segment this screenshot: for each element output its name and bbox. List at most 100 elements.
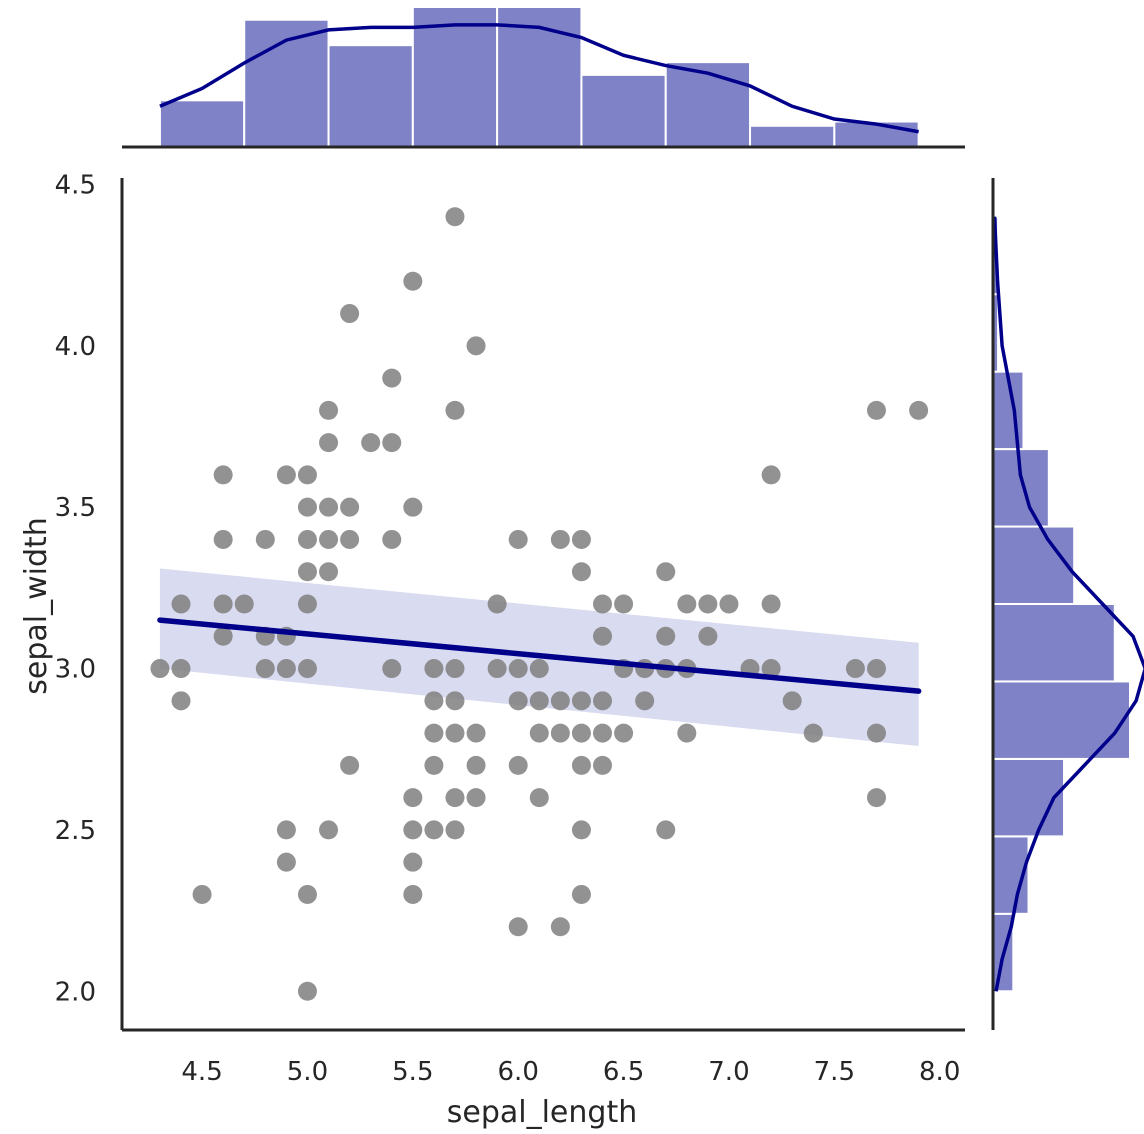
scatter-point — [677, 723, 697, 743]
scatter-point — [340, 304, 360, 324]
scatter-point — [424, 820, 444, 840]
scatter-point — [403, 884, 423, 904]
scatter-point — [171, 691, 191, 711]
scatter-point — [466, 755, 486, 775]
regression-line — [157, 617, 922, 694]
scatter-point — [297, 659, 317, 679]
scatter-point — [319, 433, 339, 453]
scatter-point — [171, 594, 191, 614]
scatter-point — [866, 659, 886, 679]
scatter-point — [571, 562, 591, 582]
scatter-point — [571, 884, 591, 904]
main-scatter-plot — [150, 207, 929, 1001]
scatter-point — [403, 852, 423, 872]
scatter-point — [614, 594, 634, 614]
scatter-point — [445, 788, 465, 808]
scatter-point — [297, 884, 317, 904]
x-tick-label: 6.0 — [498, 1057, 539, 1087]
scatter-point — [382, 659, 402, 679]
scatter-point — [593, 691, 613, 711]
scatter-point — [550, 529, 570, 549]
scatter-point — [508, 917, 528, 937]
scatter-point — [340, 497, 360, 517]
scatter-point — [192, 884, 212, 904]
scatter-point — [909, 400, 929, 420]
scatter-point — [403, 497, 423, 517]
x-axis-label: sepal_length — [447, 1095, 637, 1130]
top-histogram-bar — [327, 44, 414, 149]
scatter-point — [761, 465, 781, 485]
right-histogram-bar — [992, 603, 1116, 683]
scatter-point — [656, 820, 676, 840]
scatter-point — [234, 594, 254, 614]
scatter-point — [319, 400, 339, 420]
scatter-point — [276, 465, 296, 485]
scatter-point — [571, 529, 591, 549]
scatter-point — [698, 626, 718, 646]
scatter-point — [382, 433, 402, 453]
scatter-point — [403, 788, 423, 808]
x-tick-label: 5.0 — [287, 1057, 328, 1087]
scatter-point — [593, 755, 613, 775]
scatter-point — [340, 755, 360, 775]
top-histogram-bar — [158, 99, 246, 149]
scatter-point — [487, 594, 507, 614]
scatter-point — [319, 497, 339, 517]
top-kde-curve — [159, 23, 919, 134]
scatter-point — [297, 465, 317, 485]
scatter-point — [424, 723, 444, 743]
scatter-point — [571, 691, 591, 711]
scatter-point — [866, 788, 886, 808]
scatter-point — [213, 529, 233, 549]
scatter-point — [866, 400, 886, 420]
scatter-point — [297, 594, 317, 614]
scatter-point — [803, 723, 823, 743]
scatter-point — [171, 659, 191, 679]
scatter-point — [508, 691, 528, 711]
scatter-point — [213, 465, 233, 485]
scatter-point — [529, 788, 549, 808]
scatter-point — [297, 529, 317, 549]
x-tick-label: 7.5 — [814, 1057, 855, 1087]
scatter-point — [445, 400, 465, 420]
scatter-point — [445, 207, 465, 227]
y-tick-label: 2.0 — [55, 977, 96, 1007]
scatter-point — [255, 659, 275, 679]
scatter-point — [571, 820, 591, 840]
scatter-point — [677, 594, 697, 614]
scatter-point — [698, 594, 718, 614]
scatter-point — [424, 691, 444, 711]
scatter-point — [445, 659, 465, 679]
right-kde-curve — [992, 216, 1144, 992]
scatter-point — [593, 626, 613, 646]
x-tick-label: 5.5 — [392, 1057, 433, 1087]
scatter-point — [571, 723, 591, 743]
y-tick-label: 2.5 — [55, 816, 96, 846]
scatter-point — [445, 723, 465, 743]
scatter-point — [761, 659, 781, 679]
x-tick-label: 4.5 — [181, 1057, 222, 1087]
right-histogram-bar — [992, 525, 1076, 606]
scatter-point — [782, 691, 802, 711]
scatter-point — [719, 594, 739, 614]
scatter-point — [761, 594, 781, 614]
scatter-point — [276, 852, 296, 872]
top-histogram-bar — [496, 6, 583, 148]
scatter-point — [445, 820, 465, 840]
x-tick-label: 8.0 — [919, 1057, 960, 1087]
right-histogram-bar — [992, 448, 1050, 528]
y-axis-label: sepal_width — [19, 517, 54, 695]
scatter-point — [508, 659, 528, 679]
scatter-point — [845, 659, 865, 679]
scatter-point — [319, 820, 339, 840]
scatter-point — [382, 529, 402, 549]
top-histogram-bar — [580, 73, 667, 148]
x-tick-label: 7.0 — [708, 1057, 749, 1087]
scatter-point — [487, 659, 507, 679]
scatter-point — [529, 723, 549, 743]
scatter-point — [466, 788, 486, 808]
scatter-point — [403, 271, 423, 291]
y-tick-label: 3.5 — [55, 493, 96, 523]
top-histogram-bar — [749, 124, 836, 149]
scatter-point — [529, 659, 549, 679]
